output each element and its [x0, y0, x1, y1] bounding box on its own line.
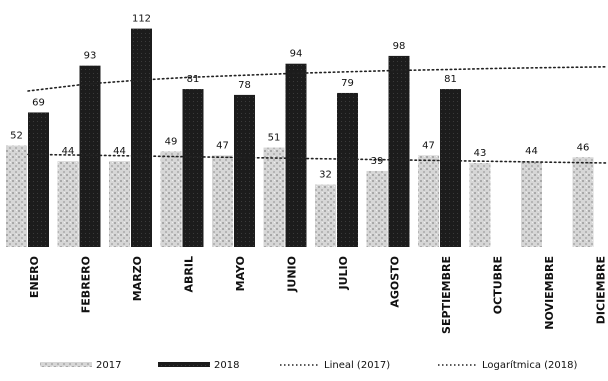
bars-layer — [6, 28, 594, 248]
data-label-2017-julio: 32 — [319, 170, 332, 181]
legend-swatch-2018 — [158, 362, 210, 367]
bar-2017-noviembre — [521, 161, 542, 247]
bar-2017-septiembre — [418, 155, 439, 247]
x-axis-ticks: ENERO FEBRERO MARZO ABRIL MAYO JUNIO JULIO AGOS… — [28, 256, 608, 334]
legend: 2017 2018 Lineal (2017) Logarítmica (2018) — [40, 359, 577, 371]
x-tick-julio: JULIO — [337, 256, 350, 290]
bar-2017-abril — [160, 151, 182, 247]
trendline-logar-tmica-2018- — [27, 66, 607, 92]
data-label-2018-junio: 94 — [290, 49, 303, 60]
data-label-2017-octubre: 43 — [474, 148, 487, 159]
bar-2017-enero — [6, 145, 27, 247]
bar-2018-febrero — [79, 65, 101, 248]
data-label-2017-febrero: 44 — [62, 146, 75, 157]
data-label-2018-agosto: 98 — [393, 41, 406, 52]
bar-2017-julio — [315, 184, 336, 247]
bar-2018-marzo — [131, 28, 152, 247]
trendline-lineal-2017- — [27, 153, 607, 164]
bar-2018-junio — [285, 63, 307, 248]
x-tick-enero: ENERO — [28, 256, 41, 298]
bar-2017-febrero — [57, 161, 79, 247]
data-label-2018-mayo: 78 — [238, 80, 251, 91]
x-tick-noviembre: NOVIEMBRE — [543, 256, 556, 330]
legend-item-lineal-2017-: Lineal (2017) — [280, 360, 390, 371]
data-label-2018-septiembre: 81 — [444, 74, 457, 85]
bar-2017-agosto — [366, 170, 388, 247]
bar-2017-mayo — [212, 155, 233, 247]
data-labels-layer: 52 69 44 93 44 112 49 81 47 78 51 94 32 79 39 98 47 81 43 4… — [10, 14, 589, 181]
x-tick-abril: ABRIL — [182, 256, 195, 292]
bar-2017-diciembre — [572, 157, 594, 247]
legend-label-lineal-2017-: Lineal (2017) — [324, 360, 390, 371]
x-tick-junio: JUNIO — [285, 256, 298, 293]
data-label-2017-diciembre: 46 — [577, 142, 590, 153]
bar-2017-marzo — [109, 161, 130, 247]
legend-swatch-2017 — [40, 362, 92, 367]
data-label-2017-abril: 49 — [165, 136, 178, 147]
legend-label-2018: 2018 — [214, 360, 239, 371]
x-tick-diciembre: DICIEMBRE — [594, 256, 607, 324]
data-label-2018-julio: 79 — [341, 78, 354, 89]
legend-label-2017: 2017 — [96, 360, 121, 371]
legend-item-2017: 2017 — [40, 360, 121, 371]
data-label-2017-junio: 51 — [268, 133, 281, 144]
data-label-2017-marzo: 44 — [113, 146, 126, 157]
data-label-2018-enero: 69 — [32, 97, 45, 108]
x-tick-febrero: FEBRERO — [79, 256, 92, 313]
data-label-2017-mayo: 47 — [216, 140, 229, 151]
bar-2018-agosto — [388, 55, 410, 248]
legend-label-logar-tmica-2018-: Logarítmica (2018) — [482, 359, 577, 371]
legend-item-2018: 2018 — [158, 360, 239, 371]
bar-2017-junio — [263, 147, 285, 247]
bar-2018-enero — [28, 112, 49, 247]
data-label-2018-marzo: 112 — [132, 14, 151, 25]
legend-item-logar-tmica-2018-: Logarítmica (2018) — [438, 359, 577, 371]
data-label-2017-septiembre: 47 — [422, 140, 435, 151]
x-tick-marzo: MARZO — [131, 256, 144, 301]
bar-2017-octubre — [469, 163, 491, 247]
x-tick-septiembre: SEPTIEMBRE — [440, 256, 453, 334]
trendlines-layer — [27, 66, 607, 164]
bar-2018-julio — [337, 92, 358, 247]
x-tick-agosto: AGOSTO — [388, 256, 401, 308]
x-tick-octubre: OCTUBRE — [491, 256, 504, 314]
data-label-2017-agosto: 39 — [371, 156, 384, 167]
data-label-2018-abril: 81 — [187, 74, 200, 85]
data-label-2017-noviembre: 44 — [525, 146, 538, 157]
bar-2018-abril — [182, 89, 204, 247]
data-label-2018-febrero: 93 — [84, 51, 97, 62]
bar-2018-septiembre — [440, 89, 461, 247]
x-tick-mayo: MAYO — [234, 256, 247, 291]
data-label-2017-enero: 52 — [10, 131, 23, 142]
bar-2018-mayo — [234, 94, 255, 248]
